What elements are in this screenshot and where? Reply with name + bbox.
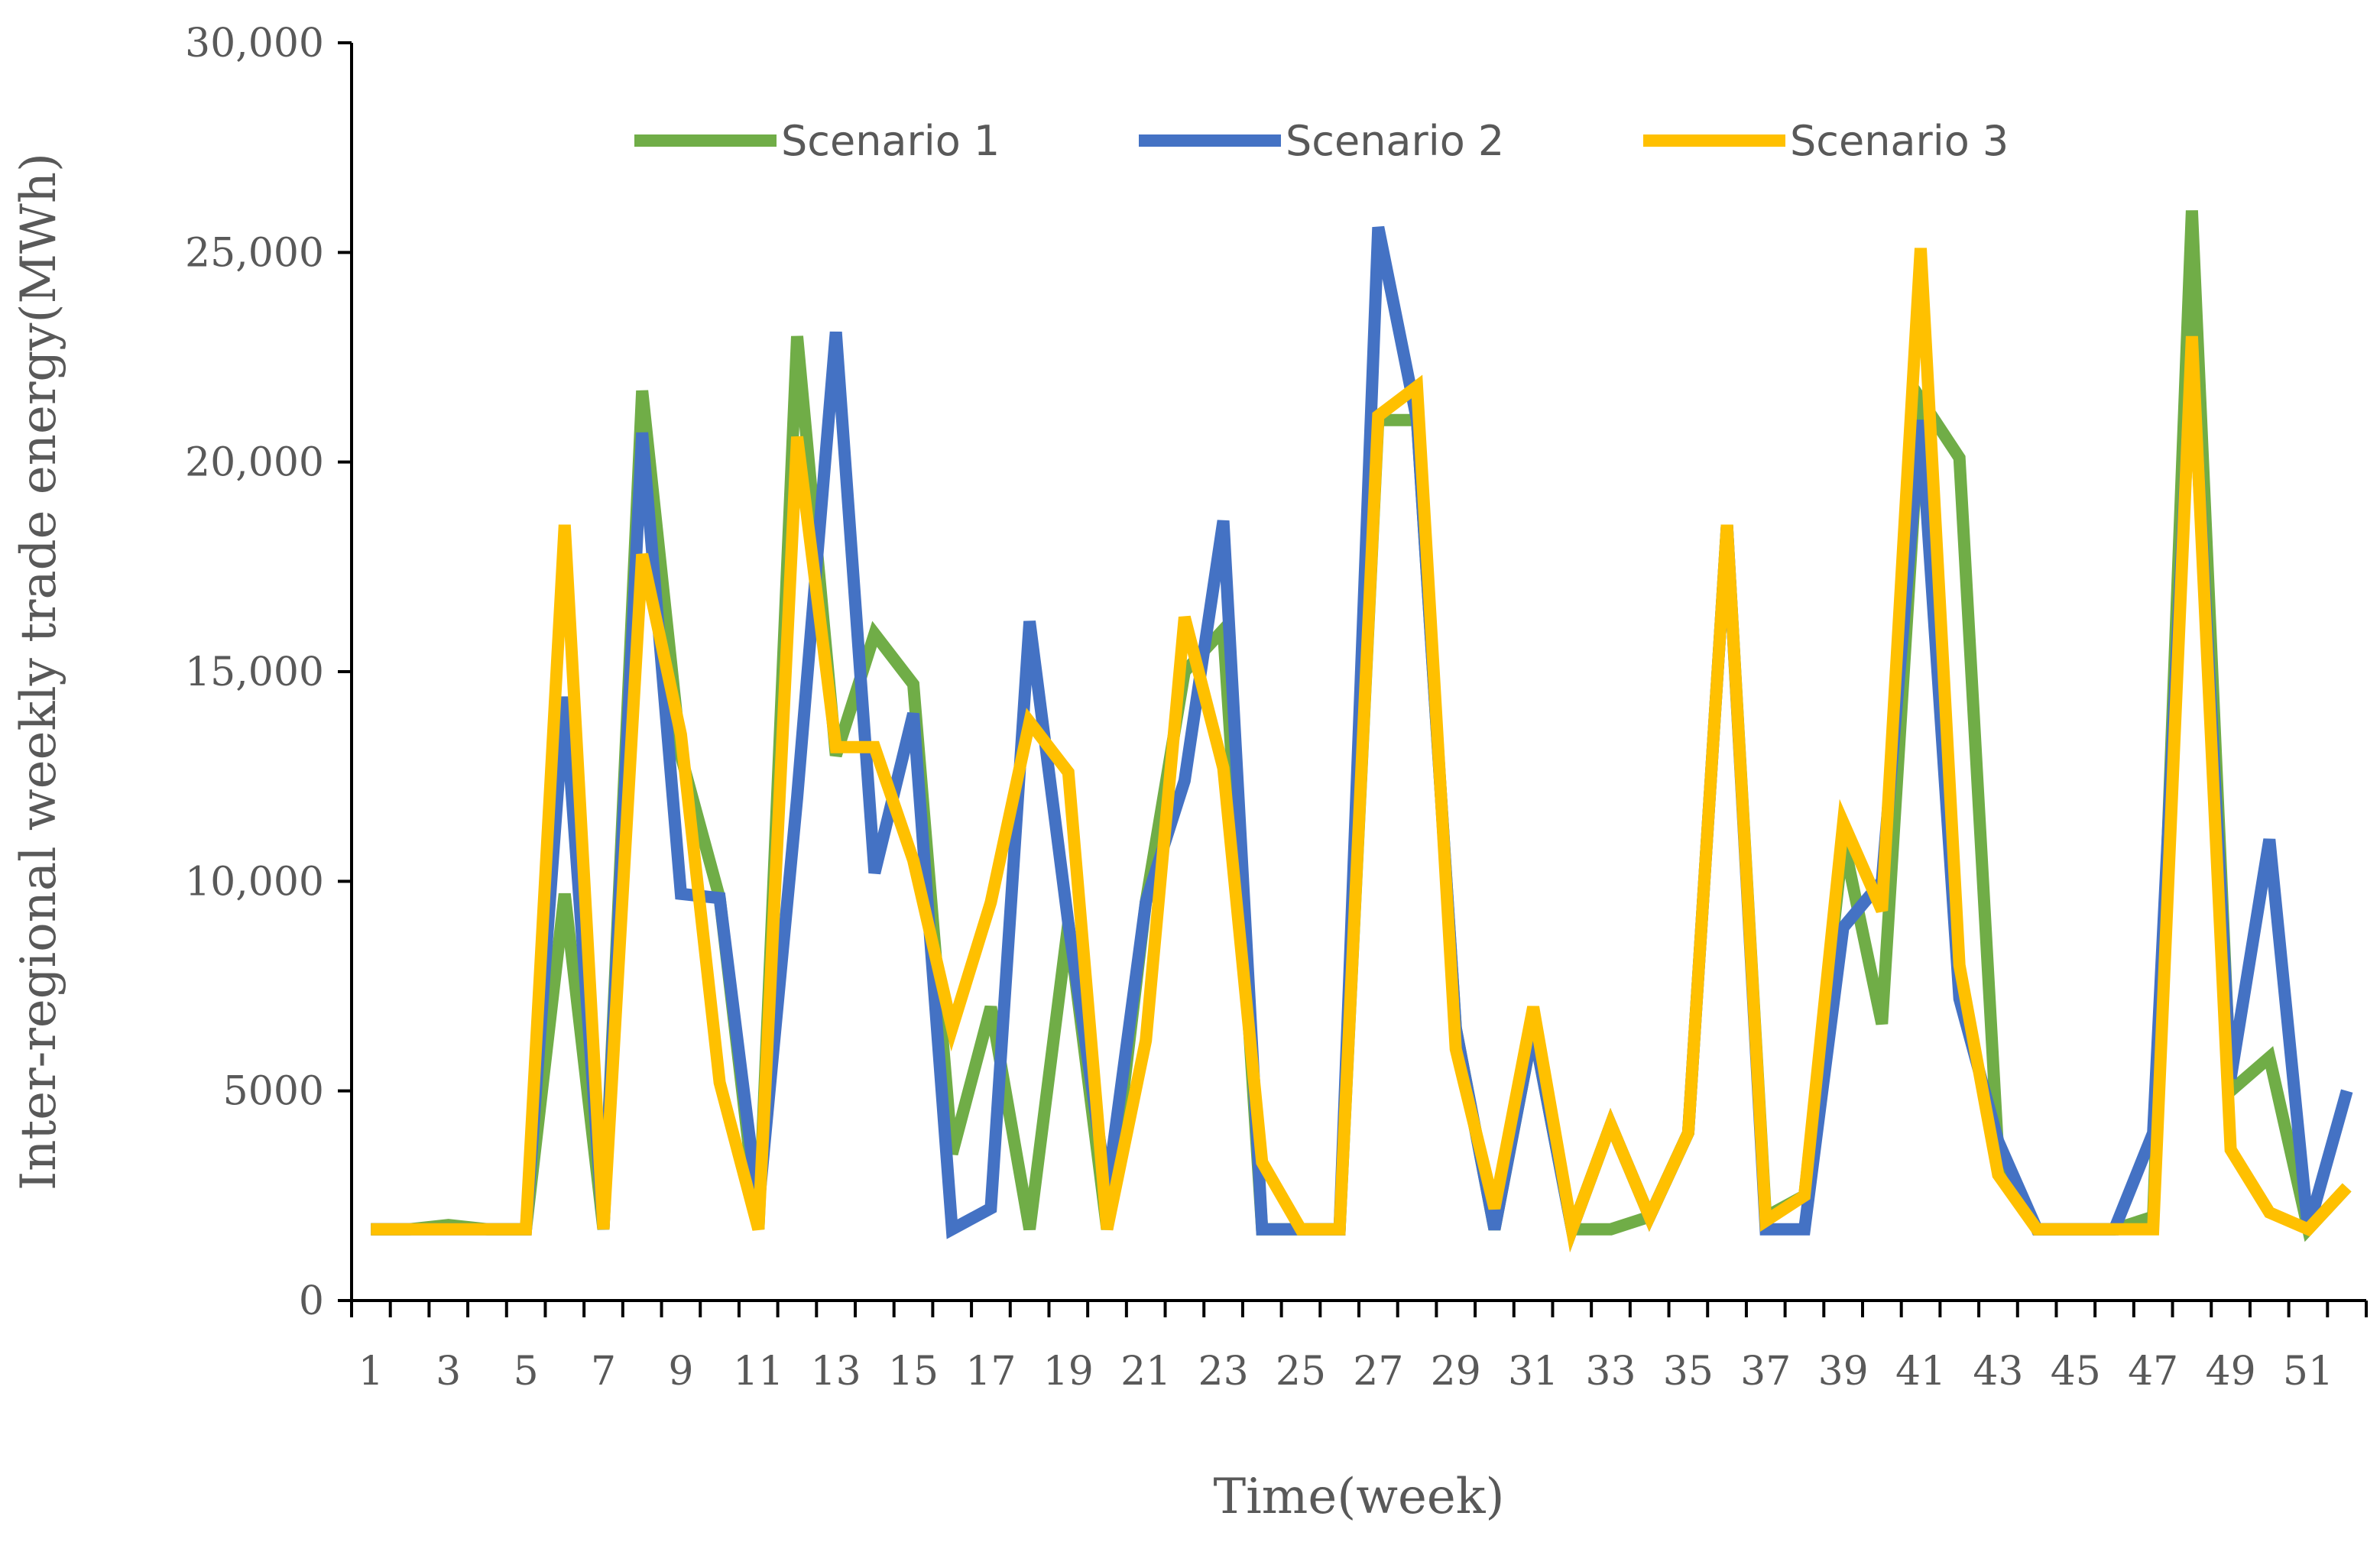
y-axis-title: Inter-regional weekly trade energy(MWh)	[11, 153, 67, 1191]
series-line-3	[371, 248, 2352, 1253]
x-tick-label: 43	[1973, 1349, 2023, 1395]
x-tick-label: 35	[1663, 1349, 1714, 1395]
x-tick-label: 39	[1818, 1349, 1869, 1395]
x-tick-label: 49	[2205, 1349, 2255, 1395]
y-tick-label: 25,000	[185, 230, 324, 276]
series-lines	[371, 210, 2353, 1253]
x-tick-label: 5	[514, 1349, 539, 1395]
y-axis: 0 5000 10,000 15,000 20,000 25,000 30,000	[185, 21, 353, 1324]
x-tick-label: 13	[811, 1349, 861, 1395]
x-tick-label: 21	[1120, 1349, 1171, 1395]
x-tick-label: 7	[591, 1349, 616, 1395]
legend-label-1: Scenario 1	[781, 117, 1000, 165]
x-tick-label: 15	[888, 1349, 939, 1395]
x-tick-label: 33	[1585, 1349, 1636, 1395]
y-tick-label: 30,000	[185, 21, 324, 66]
x-tick-label: 11	[733, 1349, 783, 1395]
legend: Scenario 1 Scenario 2 Scenario 3	[634, 117, 2009, 165]
x-axis: 1 3 5 7 9 11 13 15 17 19 21 23 25 27 29 31 33 35 37 39 41 43 4…	[350, 1299, 2368, 1395]
x-tick-label: 29	[1431, 1349, 1481, 1395]
x-tick-label: 3	[436, 1349, 461, 1395]
x-tick-label: 51	[2283, 1349, 2333, 1395]
x-tick-label: 27	[1353, 1349, 1403, 1395]
legend-label-3: Scenario 3	[1790, 117, 2009, 165]
x-tick-label: 31	[1508, 1349, 1558, 1395]
y-tick-label: 0	[299, 1278, 324, 1324]
y-tick-label: 20,000	[185, 440, 324, 486]
x-tick-label: 41	[1895, 1349, 1946, 1395]
x-tick-label: 23	[1198, 1349, 1248, 1395]
y-tick-label: 5000	[223, 1069, 324, 1115]
y-tick-label: 10,000	[185, 859, 324, 905]
x-tick-label: 47	[2128, 1349, 2178, 1395]
x-tick-label: 45	[2051, 1349, 2101, 1395]
x-tick-label: 1	[358, 1349, 384, 1395]
legend-label-2: Scenario 2	[1286, 117, 1504, 165]
x-tick-label: 19	[1043, 1349, 1094, 1395]
x-tick-label: 17	[965, 1349, 1016, 1395]
x-tick-label: 37	[1740, 1349, 1791, 1395]
x-axis-title: Time(week)	[1214, 1469, 1505, 1525]
y-tick-label: 15,000	[185, 650, 324, 695]
x-tick-label: 25	[1276, 1349, 1326, 1395]
x-tick-label: 9	[668, 1349, 693, 1395]
